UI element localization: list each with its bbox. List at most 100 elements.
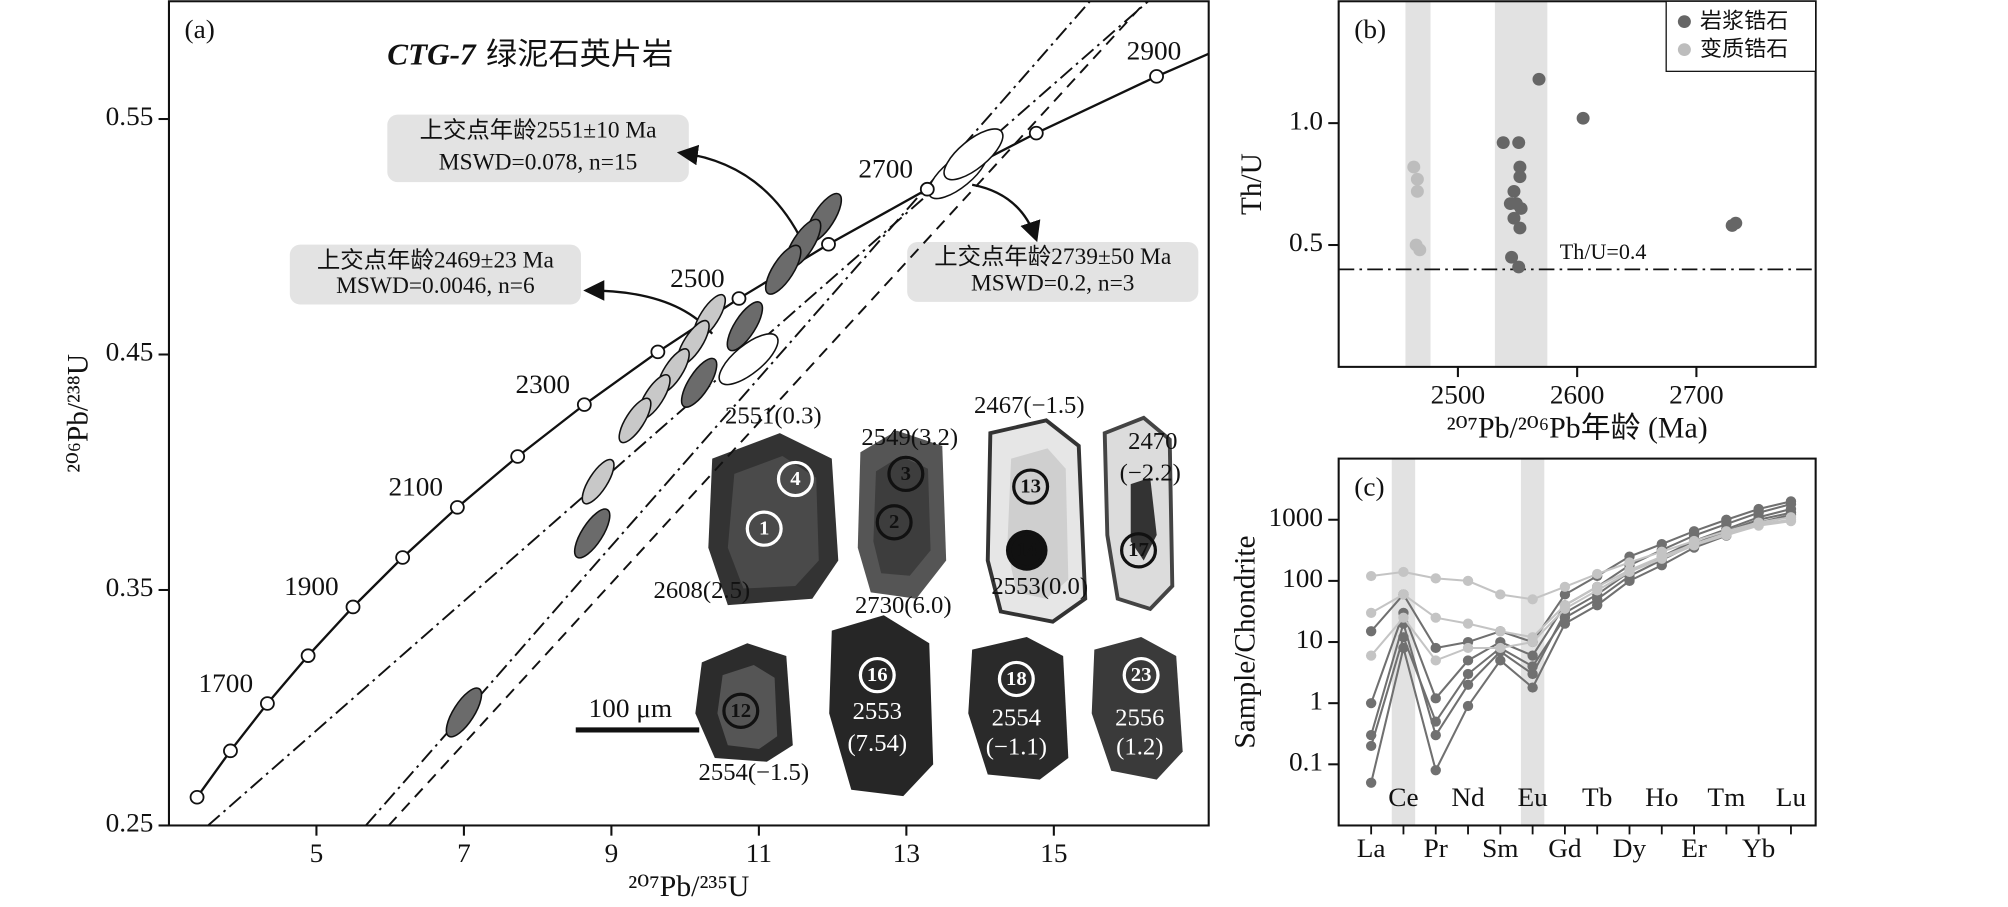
discordia-line [365,1,1091,826]
spot-age-label: 2608(2.5) [653,577,750,604]
x-tick-label: 15 [1040,838,1067,868]
ree-point [1527,668,1538,680]
ree-point [1365,607,1377,618]
concordia-marker [189,789,205,805]
concordia-marker [1149,69,1164,84]
ree-point [1527,661,1538,672]
y-tick-label: 0.5 [1289,227,1323,257]
ree-point [1365,570,1377,582]
data-point [1496,136,1510,150]
spot-number: 3 [901,463,911,485]
error-ellipse [581,458,615,505]
annotation-shapes [289,114,1199,335]
ree-pattern [1370,511,1792,747]
analysis-spot [997,660,1035,698]
concordia-marker [731,291,747,306]
analysis-spot [887,455,925,493]
x-tick-label: Dy [1613,833,1647,863]
ree-point [1430,642,1441,654]
rock-name: 绿泥石英片岩 [486,37,673,72]
concordia-marker [223,743,238,759]
data-point [1503,197,1517,210]
y-axis-label: ²⁰⁶Pb/²³⁸U [62,354,94,473]
sample-name: CTG-7 [387,37,477,72]
age-label: 2100 [388,472,443,502]
concordia-marker [1283,12,1296,25]
ree-point [1365,626,1377,637]
error-ellipse [573,508,611,559]
x-tick-label: Tm [1707,782,1745,812]
data-point [1410,185,1424,198]
concordia-marker [650,344,666,360]
spot-number: 23 [1131,664,1152,686]
ree-point [1430,716,1441,727]
concordia-marker [449,500,465,515]
age-label: 2900 [1127,36,1182,66]
ree-point [1527,682,1538,693]
data-point [1407,160,1421,174]
annotation: 上交点年龄2739±50 Ma [934,244,1171,270]
x-tick-label: Yb [1742,833,1775,863]
analysis-spot [858,657,896,694]
data-point [1729,216,1743,230]
y-tick-label: 0.25 [106,808,154,838]
ree-point [1688,526,1700,537]
plot-area [189,1,1296,826]
x-tick-label: Tb [1582,782,1612,812]
x-tick-label: 2700 [1669,380,1724,410]
spot-age-label: 2553 [853,698,902,725]
data-point [1512,136,1526,150]
ree-point [1592,585,1603,596]
y-tick-label: 0.55 [106,101,154,131]
spot-age-label: 2556 [1115,705,1164,732]
ree-point [1430,612,1441,623]
spot-age-label: 2551(0.3) [725,403,822,430]
data-point [1413,243,1427,257]
ree-point [1592,568,1603,580]
data-point [1513,160,1527,174]
spot-number: 13 [1020,476,1041,498]
spot-number: 17 [1128,539,1149,561]
ree-pattern [1371,516,1792,601]
x-tick-label: 2600 [1550,380,1605,410]
ree-point [1753,503,1764,515]
legend-label: 岩浆锆石 [1700,9,1788,33]
ree-point [1624,557,1635,568]
data-point [1513,170,1527,184]
chart-title: CTG-7 绿泥石英片岩 [387,37,673,72]
panel-label: (a) [185,14,215,44]
spot-age-label: 2553(0.0) [991,573,1088,600]
age-label: 1900 [284,571,339,601]
spot-age-label: 2554(−1.5) [699,759,810,786]
data-point [1505,250,1519,264]
ree-point [1624,566,1635,578]
ree-point [1462,575,1474,586]
spot-number: 16 [867,664,888,686]
analysis-spot [1008,532,1046,569]
x-tick-label: 2500 [1431,380,1486,410]
legend-label: 变质锆石 [1700,37,1788,61]
ree-point [1527,650,1538,661]
ree-point [1462,700,1474,712]
ree-pattern [1370,507,1792,738]
highlight-band [1494,1,1548,367]
data-point [1507,211,1521,225]
age-label: 2300 [515,369,570,399]
data-point [1513,221,1527,235]
ree-point [1365,740,1377,752]
ree-point [1398,632,1409,643]
ree-point [1430,765,1441,776]
ree-point [1430,693,1441,704]
ree-point [1462,668,1474,680]
x-tick-label: 13 [893,838,920,868]
ree-point [1430,730,1441,741]
panel-label: (b) [1354,14,1386,44]
ree-point [1753,520,1764,531]
x-axis-label: ²⁰⁷Pb/²³⁵U [628,871,749,903]
y-tick-label: 0.35 [106,572,154,602]
x-tick-label: Lu [1776,782,1807,812]
analysis-spot [776,460,814,498]
ree-point [1656,538,1667,550]
zircon-images [575,415,1183,797]
legend-marker [1677,15,1691,29]
